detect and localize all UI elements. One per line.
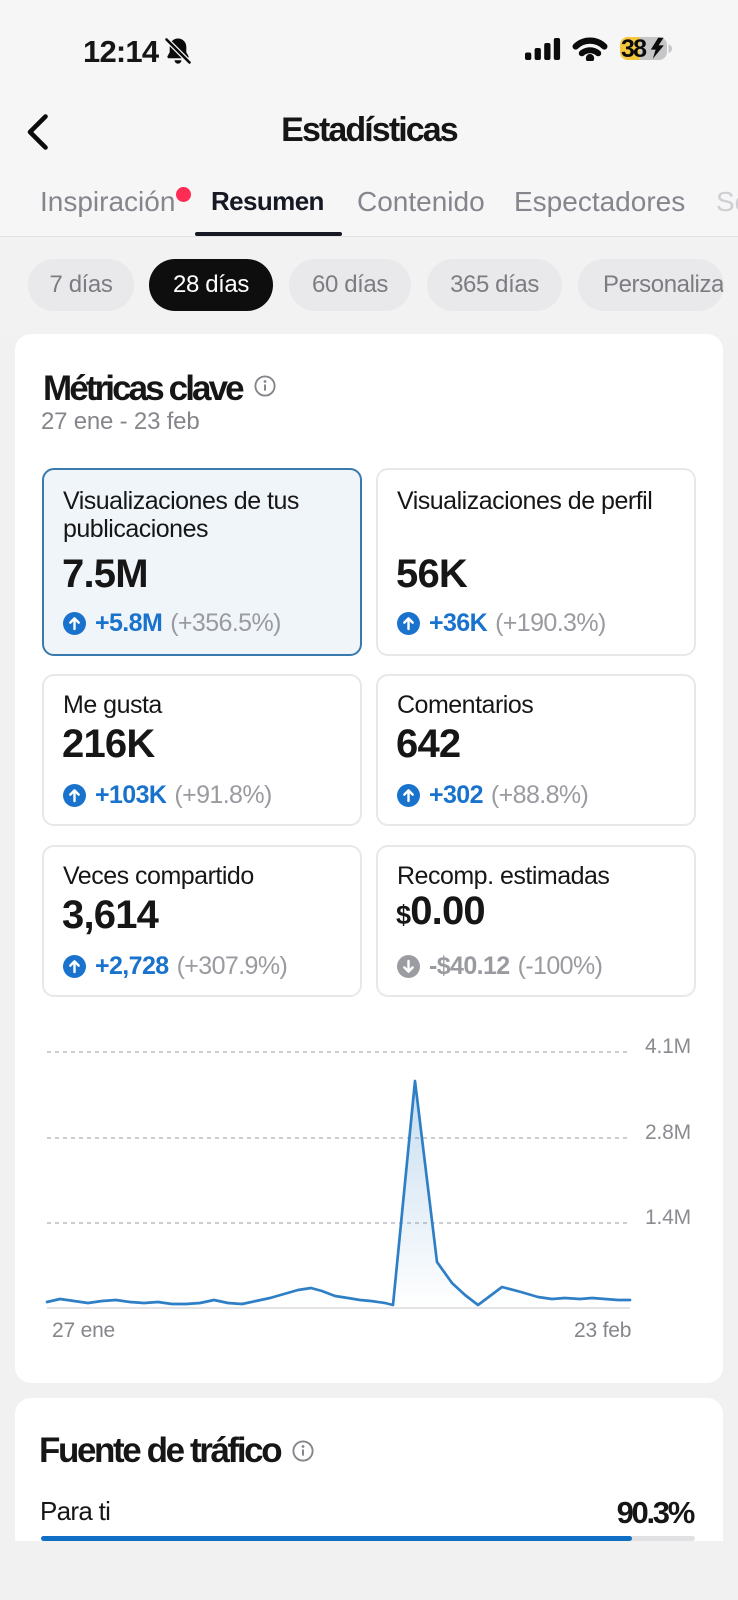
svg-text:38: 38	[621, 35, 647, 61]
